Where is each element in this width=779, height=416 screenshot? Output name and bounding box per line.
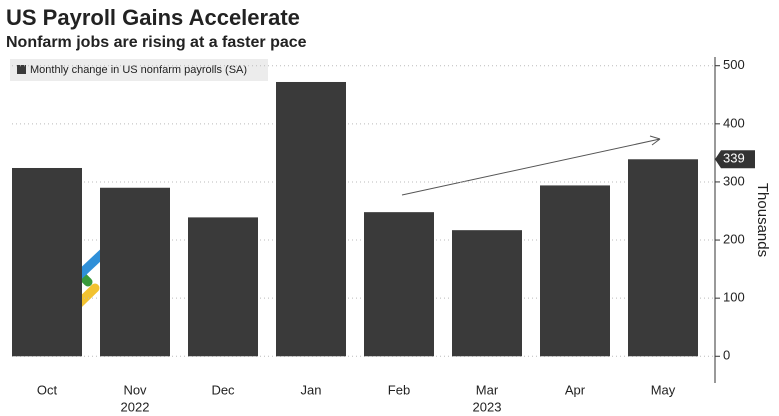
bar: [188, 217, 258, 357]
trend-arrowhead: [649, 135, 661, 146]
y-tick-label: 100: [723, 290, 745, 305]
x-tick-label: Oct: [37, 382, 58, 397]
bar: [628, 159, 698, 357]
year-label: 2023: [473, 399, 502, 414]
y-tick-label: 200: [723, 231, 745, 246]
bar: [100, 187, 170, 357]
legend-label: Monthly change in US nonfarm payrolls (S…: [30, 64, 247, 76]
y-axis-label: Thousands: [754, 183, 771, 257]
y-tick-label: 500: [723, 57, 745, 72]
chart-title: US Payroll Gains Accelerate: [6, 5, 300, 30]
y-tick-label: 400: [723, 115, 745, 130]
y-tick-label: 300: [723, 173, 745, 188]
legend-swatch: [17, 65, 26, 74]
x-tick-label: May: [651, 382, 676, 397]
bar: [364, 212, 434, 357]
x-tick-label: Mar: [476, 382, 499, 397]
x-tick-label: Nov: [123, 382, 147, 397]
x-tick-label: Feb: [388, 382, 410, 397]
bar: [452, 230, 522, 357]
bar: [540, 185, 610, 357]
bar: [12, 167, 82, 357]
year-label: 2022: [121, 399, 150, 414]
last-value-tag: [715, 150, 755, 169]
x-tick-label: Jan: [301, 382, 322, 397]
chart-subtitle: Nonfarm jobs are rising at a faster pace: [6, 34, 307, 51]
x-tick-label: Apr: [565, 382, 586, 397]
bar: [276, 81, 346, 357]
last-value-label: 339: [723, 151, 745, 166]
legend-box: [10, 59, 268, 81]
y-tick-label: 0: [723, 348, 730, 363]
trend-arrow: [401, 138, 661, 196]
x-tick-label: Dec: [211, 382, 235, 397]
